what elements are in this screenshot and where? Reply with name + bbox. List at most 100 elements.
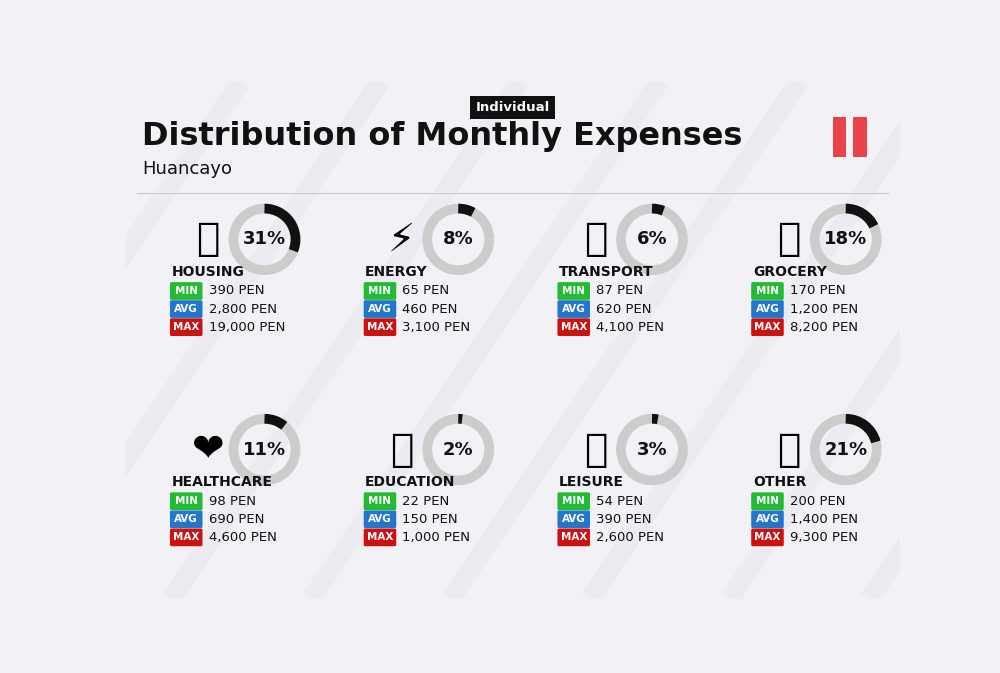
FancyBboxPatch shape (364, 528, 396, 546)
Text: 4,100 PEN: 4,100 PEN (596, 320, 664, 334)
FancyBboxPatch shape (364, 318, 396, 336)
FancyBboxPatch shape (557, 300, 590, 318)
Text: 54 PEN: 54 PEN (596, 495, 643, 507)
Text: MIN: MIN (562, 496, 585, 506)
FancyBboxPatch shape (853, 117, 867, 157)
Text: MAX: MAX (367, 532, 393, 542)
Text: MAX: MAX (754, 532, 781, 542)
Text: AVG: AVG (756, 514, 779, 524)
Text: AVG: AVG (174, 304, 198, 314)
Text: AVG: AVG (562, 514, 586, 524)
Text: 1,000 PEN: 1,000 PEN (402, 531, 470, 544)
Text: 8%: 8% (443, 230, 474, 248)
Text: MIN: MIN (562, 286, 585, 296)
Text: 19,000 PEN: 19,000 PEN (209, 320, 285, 334)
Text: HOUSING: HOUSING (172, 264, 244, 279)
Text: 150 PEN: 150 PEN (402, 513, 458, 526)
Text: 31%: 31% (243, 230, 286, 248)
Text: ❤: ❤ (192, 431, 224, 468)
FancyBboxPatch shape (751, 493, 784, 510)
FancyBboxPatch shape (170, 300, 202, 318)
Text: 87 PEN: 87 PEN (596, 285, 643, 297)
FancyBboxPatch shape (557, 282, 590, 300)
FancyBboxPatch shape (751, 318, 784, 336)
Text: 18%: 18% (824, 230, 867, 248)
Text: 390 PEN: 390 PEN (209, 285, 264, 297)
Text: 22 PEN: 22 PEN (402, 495, 450, 507)
Text: 65 PEN: 65 PEN (402, 285, 450, 297)
Text: MIN: MIN (175, 496, 198, 506)
Text: EDUCATION: EDUCATION (365, 475, 456, 489)
Text: 🛍: 🛍 (584, 431, 607, 468)
Text: Individual: Individual (475, 101, 550, 114)
Text: 4,600 PEN: 4,600 PEN (209, 531, 277, 544)
FancyBboxPatch shape (170, 282, 202, 300)
Text: 🛒: 🛒 (777, 220, 801, 258)
Text: MAX: MAX (754, 322, 781, 332)
Text: MAX: MAX (173, 532, 199, 542)
Text: 2%: 2% (443, 441, 474, 458)
Text: 🎓: 🎓 (390, 431, 413, 468)
Text: 3,100 PEN: 3,100 PEN (402, 320, 471, 334)
Text: AVG: AVG (562, 304, 586, 314)
Text: 🏙: 🏙 (196, 220, 220, 258)
Text: 2,800 PEN: 2,800 PEN (209, 303, 277, 316)
Text: AVG: AVG (368, 514, 392, 524)
Text: 690 PEN: 690 PEN (209, 513, 264, 526)
FancyBboxPatch shape (751, 300, 784, 318)
Text: AVG: AVG (174, 514, 198, 524)
Text: 390 PEN: 390 PEN (596, 513, 652, 526)
Text: MAX: MAX (561, 532, 587, 542)
Text: 8,200 PEN: 8,200 PEN (790, 320, 858, 334)
FancyBboxPatch shape (170, 528, 202, 546)
Text: MIN: MIN (756, 496, 779, 506)
Text: 170 PEN: 170 PEN (790, 285, 846, 297)
Text: 3%: 3% (637, 441, 667, 458)
Text: AVG: AVG (368, 304, 392, 314)
Text: 1,200 PEN: 1,200 PEN (790, 303, 858, 316)
FancyBboxPatch shape (364, 282, 396, 300)
FancyBboxPatch shape (833, 117, 846, 157)
FancyBboxPatch shape (170, 318, 202, 336)
Text: ⚡: ⚡ (388, 220, 415, 258)
Text: MIN: MIN (756, 286, 779, 296)
FancyBboxPatch shape (751, 528, 784, 546)
Text: Huancayo: Huancayo (142, 160, 232, 178)
Text: Distribution of Monthly Expenses: Distribution of Monthly Expenses (142, 121, 742, 153)
Text: 6%: 6% (637, 230, 667, 248)
Text: OTHER: OTHER (753, 475, 806, 489)
Text: HEALTHCARE: HEALTHCARE (172, 475, 272, 489)
Text: 🚌: 🚌 (584, 220, 607, 258)
Text: 9,300 PEN: 9,300 PEN (790, 531, 858, 544)
FancyBboxPatch shape (170, 510, 202, 528)
FancyBboxPatch shape (364, 510, 396, 528)
Text: TRANSPORT: TRANSPORT (559, 264, 654, 279)
Text: MAX: MAX (561, 322, 587, 332)
FancyBboxPatch shape (170, 493, 202, 510)
Text: 11%: 11% (243, 441, 286, 458)
FancyBboxPatch shape (557, 493, 590, 510)
Text: LEISURE: LEISURE (559, 475, 624, 489)
Text: 620 PEN: 620 PEN (596, 303, 652, 316)
Text: ENERGY: ENERGY (365, 264, 428, 279)
Text: MAX: MAX (367, 322, 393, 332)
Text: MIN: MIN (368, 496, 391, 506)
Text: 21%: 21% (824, 441, 867, 458)
Text: MIN: MIN (175, 286, 198, 296)
FancyBboxPatch shape (364, 493, 396, 510)
Text: 1,400 PEN: 1,400 PEN (790, 513, 858, 526)
FancyBboxPatch shape (751, 282, 784, 300)
Text: 2,600 PEN: 2,600 PEN (596, 531, 664, 544)
Text: 460 PEN: 460 PEN (402, 303, 458, 316)
FancyBboxPatch shape (557, 510, 590, 528)
FancyBboxPatch shape (751, 510, 784, 528)
Text: 200 PEN: 200 PEN (790, 495, 845, 507)
Text: 👜: 👜 (777, 431, 801, 468)
FancyBboxPatch shape (557, 318, 590, 336)
Text: AVG: AVG (756, 304, 779, 314)
Text: 98 PEN: 98 PEN (209, 495, 256, 507)
Text: MAX: MAX (173, 322, 199, 332)
FancyBboxPatch shape (557, 528, 590, 546)
Text: MIN: MIN (368, 286, 391, 296)
FancyBboxPatch shape (364, 300, 396, 318)
